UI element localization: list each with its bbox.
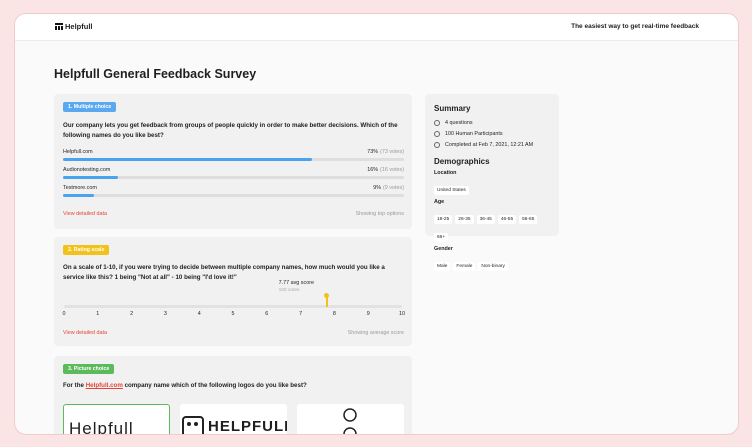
tick-label: 4 bbox=[197, 311, 201, 317]
option-result: 73% (73 votes) bbox=[367, 149, 404, 155]
text: For the bbox=[63, 382, 84, 389]
group-label: Age bbox=[434, 199, 445, 205]
header: Helpfull The easiest way to get real-tim… bbox=[15, 14, 738, 41]
chip: 18-25 bbox=[434, 215, 453, 224]
avg-votes: 100 votes bbox=[278, 288, 300, 293]
chip: United States bbox=[434, 186, 469, 195]
group-label: Location bbox=[434, 170, 457, 176]
option-result: 16% (16 votes) bbox=[367, 167, 404, 173]
chip-row: United States bbox=[434, 178, 556, 196]
picture-text: HELPFULL bbox=[208, 418, 287, 435]
summary-text: 100 Human Participants bbox=[445, 130, 503, 137]
option-name: Helpfull.com bbox=[63, 149, 93, 155]
picture-text: Helpfull bbox=[69, 419, 134, 435]
icon bbox=[434, 119, 440, 126]
badge: 2. Rating scale bbox=[63, 245, 110, 255]
bar-track bbox=[63, 194, 404, 197]
chip: 36-45 bbox=[476, 215, 495, 224]
tick-label: 2 bbox=[130, 311, 134, 317]
option-votes: (16 votes) bbox=[380, 167, 404, 173]
chip: Non-binary bbox=[478, 262, 508, 271]
option-percent: 73% bbox=[367, 149, 379, 155]
tick-label: 8 bbox=[332, 311, 336, 317]
note: Showing average score bbox=[347, 330, 404, 336]
bar bbox=[63, 158, 312, 161]
note: Showing top options bbox=[355, 211, 404, 217]
option-votes: (9 votes) bbox=[383, 185, 404, 191]
picture-option[interactable]: HELPFULL bbox=[180, 404, 287, 435]
logo-icon bbox=[55, 23, 63, 30]
chip: 66+ bbox=[434, 233, 449, 242]
bar bbox=[63, 194, 94, 197]
badge: 3. Picture choice bbox=[63, 364, 115, 374]
question-card: 1. Multiple choice Our company lets you … bbox=[54, 94, 412, 229]
chip: 46-55 bbox=[497, 215, 517, 224]
badge: 1. Multiple choice bbox=[63, 102, 117, 112]
icon bbox=[434, 130, 440, 137]
bar-track bbox=[63, 176, 404, 179]
app-frame: Helpfull The easiest way to get real-tim… bbox=[14, 13, 739, 435]
summary-items: 4 questions 100 Human Participants Complet… bbox=[434, 117, 554, 150]
summary-item: Completed at Feb 7, 2021, 12:21 AM bbox=[434, 139, 554, 150]
detail-link[interactable]: View detailed data bbox=[63, 211, 107, 217]
text: company name which of the following logo… bbox=[124, 382, 307, 389]
chip-row: Male Female Non-binary bbox=[434, 254, 556, 272]
tick-label: 5 bbox=[231, 311, 235, 317]
question-text: Our company lets you get feedback from g… bbox=[63, 122, 398, 139]
demographics: Location United States Age 18-25 26-35 36-45 4… bbox=[434, 170, 556, 275]
chip-row: 18-25 26-35 36-45 46-55 56-65 66+ bbox=[434, 207, 556, 243]
chip: 26-35 bbox=[455, 215, 474, 224]
rating-scale: 0 1 2 3 4 5 6 7 8 9 10 7.77 avg score 100 votes bbox=[54, 280, 412, 321]
detail-link[interactable]: View detailed data bbox=[63, 330, 107, 336]
group-label: Gender bbox=[434, 246, 453, 252]
icon bbox=[434, 141, 440, 148]
picture-option[interactable] bbox=[297, 404, 404, 434]
tick-label: 3 bbox=[163, 311, 167, 317]
option-percent: 16% bbox=[367, 167, 379, 173]
summary-card: Summary 4 questions 100 Human Participant… bbox=[425, 94, 559, 271]
picture-icon bbox=[343, 408, 357, 434]
tick-label: 10 bbox=[399, 311, 405, 317]
question-card: 3. Picture choice For the Helpfull.com c… bbox=[54, 356, 412, 435]
tick-label: 7 bbox=[299, 311, 303, 317]
summary-item: 4 questions bbox=[434, 117, 554, 128]
question-text: For the Helpfull.com company name which … bbox=[63, 381, 408, 391]
tagline: The easiest way to get real-time feedbac… bbox=[571, 23, 699, 30]
summary-text: 4 questions bbox=[445, 119, 473, 126]
question-card: 2. Rating scale On a scale of 1-10, if y… bbox=[54, 237, 412, 346]
option-name: Testmore.com bbox=[63, 185, 97, 191]
summary-text: Completed at Feb 7, 2021, 12:21 AM bbox=[445, 141, 534, 148]
summary-title: Summary bbox=[434, 104, 471, 113]
picture-icon bbox=[182, 416, 204, 434]
avg-marker bbox=[325, 296, 328, 307]
question-text: On a scale of 1-10, if you were trying t… bbox=[63, 264, 385, 281]
chip: Female bbox=[453, 262, 476, 271]
inline-link[interactable]: Helpfull.com bbox=[85, 382, 123, 389]
tick-label: 1 bbox=[96, 311, 100, 317]
picture-option[interactable]: Helpfull bbox=[63, 404, 170, 435]
summary-item: 100 Human Participants bbox=[434, 128, 554, 139]
demographics-title: Demographics bbox=[434, 157, 490, 166]
avg-dot bbox=[324, 293, 330, 298]
tick-label: 9 bbox=[366, 311, 370, 317]
tick-label: 6 bbox=[265, 311, 269, 317]
chip: 56-65 bbox=[519, 215, 538, 224]
logo[interactable]: Helpfull bbox=[65, 22, 93, 31]
tick-label: 0 bbox=[62, 311, 66, 317]
chip: Male bbox=[434, 262, 451, 271]
avg-label: 7.77 avg score bbox=[278, 280, 314, 286]
option-result: 9% (9 votes) bbox=[373, 185, 404, 191]
option-votes: (73 votes) bbox=[380, 149, 404, 155]
scale-track bbox=[64, 305, 402, 308]
options: Helpfull.com 73% (73 votes) Audionotesting.… bbox=[63, 149, 404, 199]
bar bbox=[63, 176, 118, 179]
option-percent: 9% bbox=[373, 185, 382, 191]
option-name: Audionotesting.com bbox=[63, 167, 111, 173]
page-title: Helpfull General Feedback Survey bbox=[54, 67, 257, 81]
